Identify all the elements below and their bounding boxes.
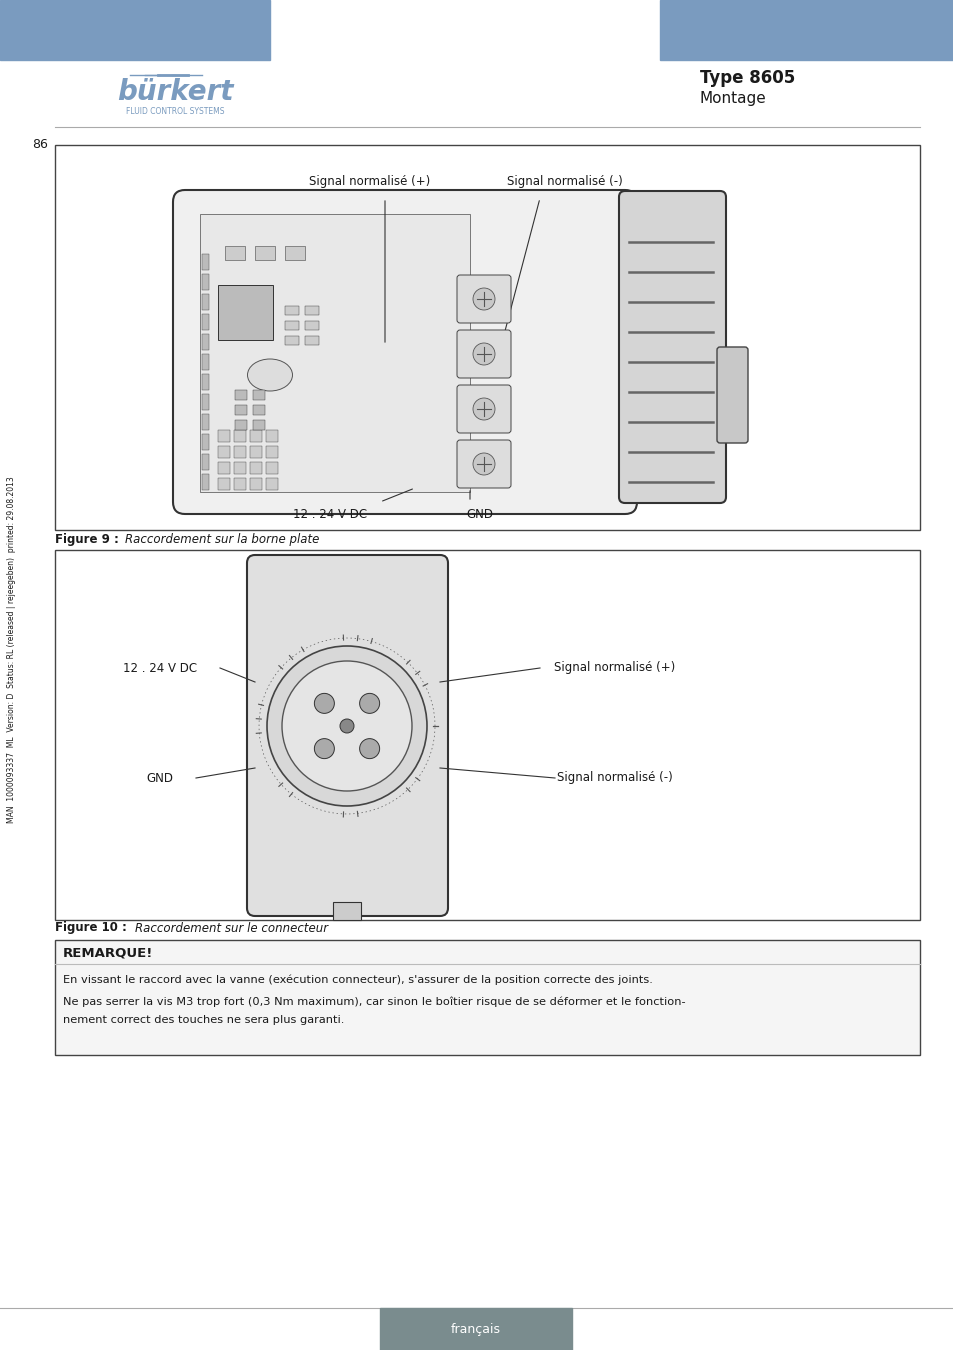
Bar <box>202 354 209 370</box>
Text: GND: GND <box>147 771 173 784</box>
Bar <box>202 394 209 410</box>
Text: Ne pas serrer la vis M3 trop fort (0,3 Nm maximum), car sinon le boîtier risque : Ne pas serrer la vis M3 trop fort (0,3 N… <box>63 996 685 1007</box>
Bar <box>253 420 265 431</box>
Bar <box>305 321 318 329</box>
Bar <box>250 462 262 474</box>
Bar <box>218 462 230 474</box>
Bar <box>233 478 246 490</box>
Bar <box>202 274 209 290</box>
Bar <box>233 431 246 441</box>
Bar <box>202 254 209 270</box>
Text: FLUID CONTROL SYSTEMS: FLUID CONTROL SYSTEMS <box>126 108 224 116</box>
Bar <box>55 144 919 531</box>
Text: 86: 86 <box>32 139 48 151</box>
Text: Raccordement sur la borne plate: Raccordement sur la borne plate <box>125 533 319 547</box>
Bar <box>202 454 209 470</box>
Text: Signal normalisé (+): Signal normalisé (+) <box>309 176 430 189</box>
Bar <box>305 306 318 315</box>
Circle shape <box>314 738 334 759</box>
Bar <box>253 405 265 414</box>
Circle shape <box>473 398 495 420</box>
Bar <box>266 446 277 458</box>
Circle shape <box>267 647 427 806</box>
Bar <box>225 246 245 261</box>
Bar <box>55 940 919 1054</box>
Circle shape <box>359 694 379 713</box>
Circle shape <box>473 454 495 475</box>
Bar <box>234 420 247 431</box>
Bar <box>202 414 209 431</box>
Text: Signal normalisé (+): Signal normalisé (+) <box>554 662 675 675</box>
Text: Figure 9 :: Figure 9 : <box>55 533 119 547</box>
Bar <box>55 549 919 919</box>
Text: nement correct des touches ne sera plus garanti.: nement correct des touches ne sera plus … <box>63 1015 344 1025</box>
Bar <box>250 446 262 458</box>
Bar <box>218 478 230 490</box>
Bar <box>659 0 953 59</box>
Text: Type 8605: Type 8605 <box>700 69 795 86</box>
FancyBboxPatch shape <box>456 275 511 323</box>
Bar <box>218 285 273 340</box>
Bar <box>233 446 246 458</box>
FancyBboxPatch shape <box>618 190 725 504</box>
FancyBboxPatch shape <box>456 385 511 433</box>
Bar <box>202 374 209 390</box>
Bar <box>333 902 360 919</box>
Text: 12 . 24 V DC: 12 . 24 V DC <box>123 662 197 675</box>
Bar <box>218 431 230 441</box>
Bar <box>266 431 277 441</box>
Text: Figure 10 :: Figure 10 : <box>55 922 127 934</box>
Text: En vissant le raccord avec la vanne (exécution connecteur), s'assurer de la posi: En vissant le raccord avec la vanne (exé… <box>63 975 652 985</box>
Text: français: français <box>451 1323 500 1335</box>
FancyBboxPatch shape <box>456 440 511 487</box>
Bar <box>285 336 298 346</box>
Bar <box>254 246 274 261</box>
Text: 12 . 24 V DC: 12 . 24 V DC <box>293 508 367 521</box>
Bar <box>202 315 209 329</box>
Text: Signal normalisé (-): Signal normalisé (-) <box>507 176 622 189</box>
FancyBboxPatch shape <box>456 329 511 378</box>
Bar <box>200 215 470 491</box>
Bar <box>202 294 209 310</box>
Bar <box>0 0 270 59</box>
Text: Montage: Montage <box>700 90 766 105</box>
FancyBboxPatch shape <box>247 555 448 917</box>
Text: Raccordement sur le connecteur: Raccordement sur le connecteur <box>135 922 328 934</box>
Text: MAN  1000093337  ML  Version: D  Status: RL (released | rejeegeben)  printed: 29: MAN 1000093337 ML Version: D Status: RL … <box>8 477 16 824</box>
Text: bürkert: bürkert <box>116 78 233 107</box>
Circle shape <box>359 738 379 759</box>
Circle shape <box>473 288 495 311</box>
Bar <box>266 462 277 474</box>
Bar <box>202 333 209 350</box>
Circle shape <box>314 694 334 713</box>
Circle shape <box>282 662 412 791</box>
Bar <box>250 431 262 441</box>
Bar <box>253 390 265 400</box>
FancyBboxPatch shape <box>172 190 637 514</box>
Ellipse shape <box>247 359 293 392</box>
Bar <box>285 246 305 261</box>
Bar <box>202 433 209 450</box>
Circle shape <box>473 343 495 364</box>
Bar <box>250 478 262 490</box>
Bar <box>218 446 230 458</box>
Bar <box>285 321 298 329</box>
Bar <box>266 478 277 490</box>
Text: REMARQUE!: REMARQUE! <box>63 946 153 960</box>
Bar <box>234 390 247 400</box>
Bar <box>305 336 318 346</box>
Text: Signal normalisé (-): Signal normalisé (-) <box>557 771 672 784</box>
FancyBboxPatch shape <box>717 347 747 443</box>
Circle shape <box>339 720 354 733</box>
Text: GND: GND <box>466 508 493 521</box>
Bar <box>202 474 209 490</box>
Bar <box>234 405 247 414</box>
Bar <box>233 462 246 474</box>
Bar <box>379 1308 572 1350</box>
Bar <box>285 306 298 315</box>
